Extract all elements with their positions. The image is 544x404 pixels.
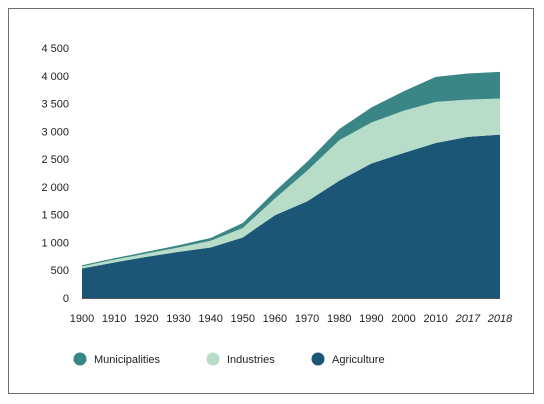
x-tick-label: 1990 bbox=[359, 313, 383, 325]
area-industries bbox=[82, 98, 500, 269]
legend-swatch-agriculture bbox=[311, 352, 325, 366]
x-tick-label: 1920 bbox=[134, 313, 158, 325]
x-tick-label: 2000 bbox=[391, 313, 415, 325]
legend: Municipalities Industries Agriculture bbox=[73, 352, 385, 366]
y-axis-tick-labels: 0 500 1 000 1 500 2 000 2 500 3 000 3 500 4 000 4… bbox=[41, 43, 69, 305]
x-tick-label: 1900 bbox=[70, 313, 94, 325]
x-tick-label: 2010 bbox=[423, 313, 447, 325]
x-tick-label: 1960 bbox=[263, 313, 287, 325]
x-tick-label: 1950 bbox=[231, 313, 255, 325]
x-tick-label: 1940 bbox=[198, 313, 222, 325]
y-tick-label: 2 500 bbox=[41, 154, 69, 166]
legend-label-industries: Industries bbox=[227, 354, 275, 366]
legend-label-municipalities: Municipalities bbox=[94, 354, 161, 366]
area-agriculture bbox=[82, 134, 500, 298]
x-tick-label: 1910 bbox=[102, 313, 126, 325]
x-tick-label: 1930 bbox=[166, 313, 190, 325]
y-tick-label: 500 bbox=[51, 265, 69, 277]
x-tick-label: 2017 bbox=[455, 313, 481, 325]
y-tick-label: 2 000 bbox=[41, 182, 69, 194]
y-tick-label: 4 500 bbox=[41, 43, 69, 55]
x-tick-label: 1970 bbox=[295, 313, 319, 325]
area-series-group bbox=[82, 71, 500, 299]
legend-label-agriculture: Agriculture bbox=[332, 354, 385, 366]
legend-swatch-municipalities bbox=[73, 352, 87, 366]
x-axis-tick-labels: 1900 1910 1920 1930 1940 1950 1960 1970 1980 1990… bbox=[70, 313, 513, 325]
y-tick-label: 1 000 bbox=[41, 237, 69, 249]
x-tick-label: 2018 bbox=[487, 313, 513, 325]
y-tick-label: 0 bbox=[63, 293, 69, 305]
y-tick-label: 4 000 bbox=[41, 71, 69, 83]
x-tick-label: 1980 bbox=[327, 313, 351, 325]
area-municipalities bbox=[82, 71, 500, 267]
legend-swatch-industries bbox=[206, 352, 220, 366]
y-tick-label: 3 000 bbox=[41, 126, 69, 138]
y-tick-label: 3 500 bbox=[41, 99, 69, 111]
y-tick-label: 1 500 bbox=[41, 210, 69, 222]
